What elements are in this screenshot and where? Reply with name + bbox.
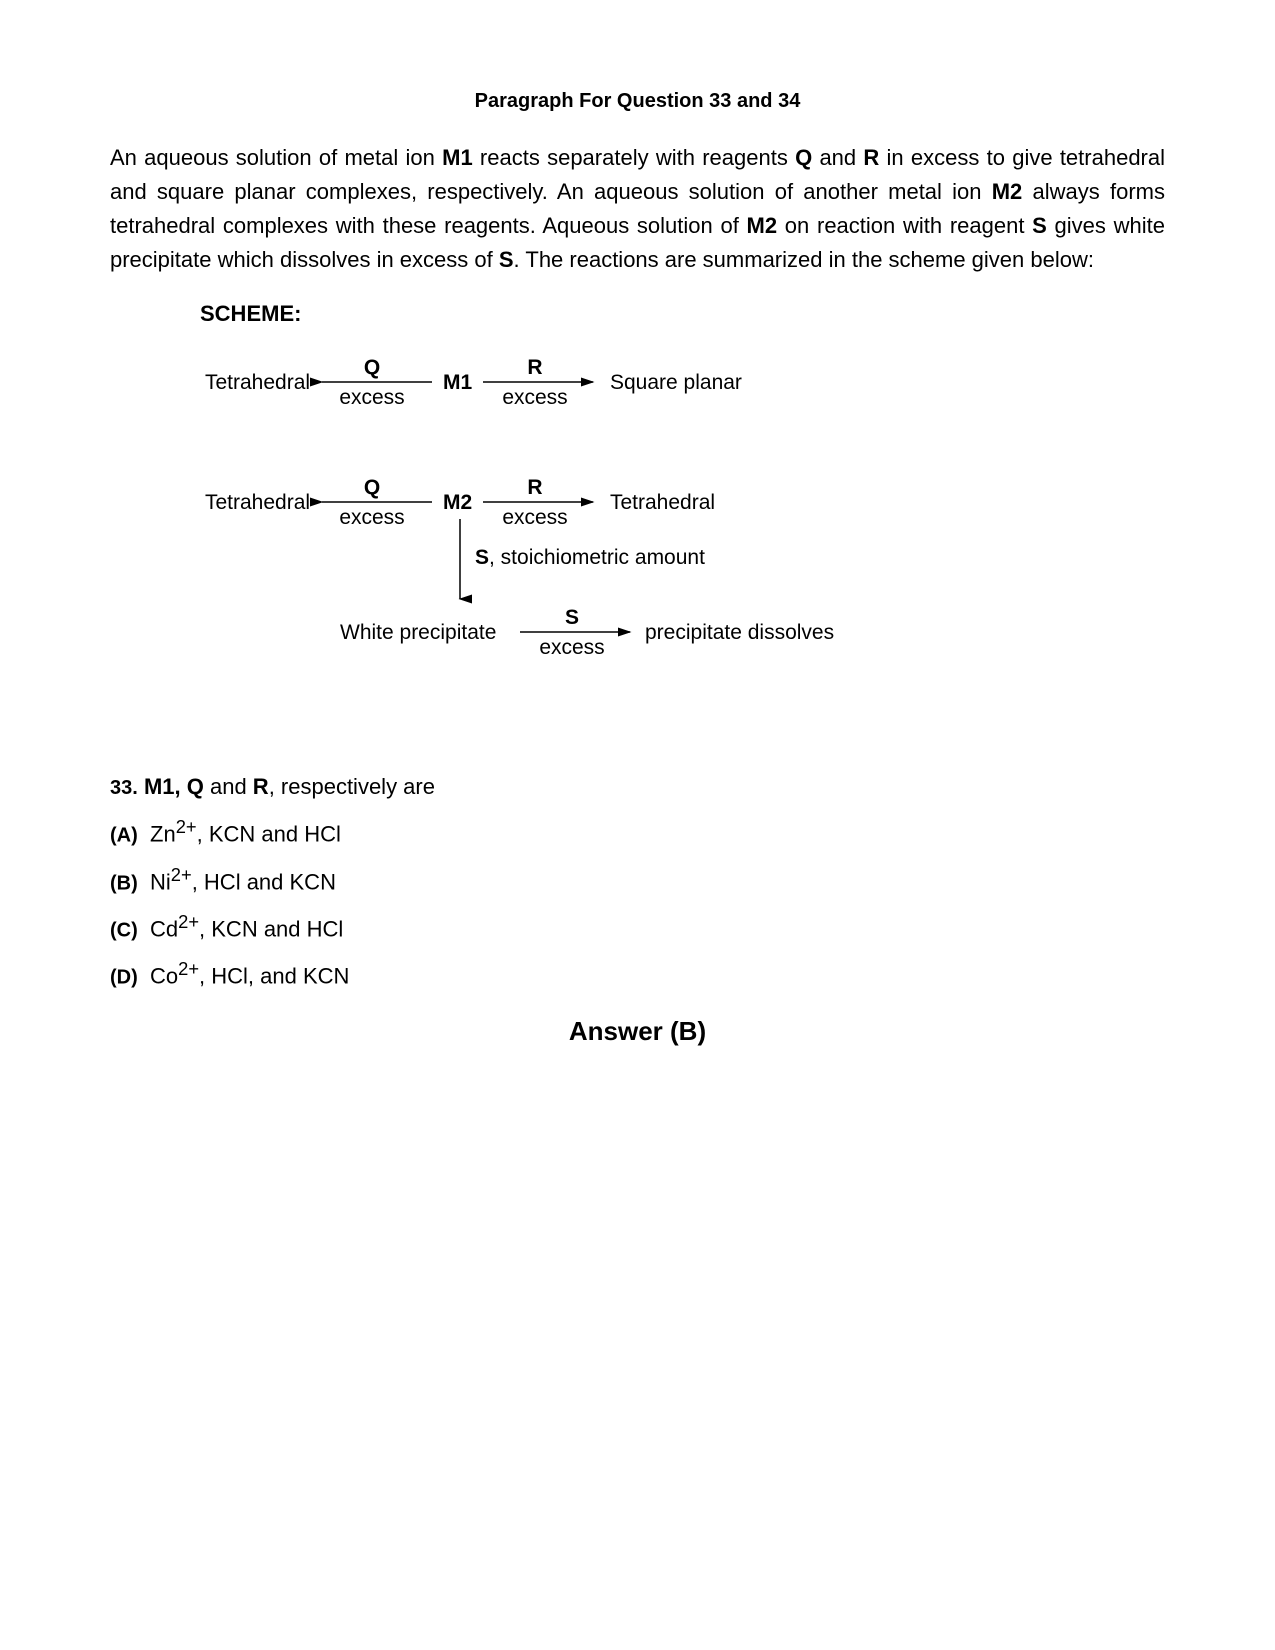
text: An aqueous solution of metal ion [110, 145, 442, 170]
label-s: S [1032, 213, 1047, 238]
label-m2: M2 [443, 491, 472, 514]
label-m1: M1 [443, 371, 472, 394]
label-q: Q [795, 145, 812, 170]
text: . The reactions are summarized in the sc… [514, 247, 1094, 272]
question-stem: 33. M1, Q and R, respectively are [110, 774, 1165, 800]
scheme-title: SCHEME: [200, 301, 1165, 327]
label-r: R [253, 774, 269, 799]
page: Paragraph For Question 33 and 34 An aque… [0, 0, 1275, 1107]
label-r: R [527, 356, 542, 379]
option-b: (B) Ni2+, HCl and KCN [110, 864, 1165, 895]
option-letter: (D) [110, 967, 138, 989]
label-s: S [565, 606, 579, 629]
label-tetrahedral: Tetrahedral [610, 491, 715, 514]
scheme-arrow-s: S, stoichiometric amount [460, 519, 705, 599]
scheme-diagram: Tetrahedral Q excess M1 R excess Square … [200, 339, 980, 699]
option-charge: 2+ [178, 958, 199, 979]
text: , respectively are [269, 774, 435, 799]
option-rest: , KCN and HCl [197, 822, 341, 847]
label-tetrahedral: Tetrahedral [205, 491, 310, 514]
question-number: 33. [110, 777, 138, 799]
label-q: Q [187, 774, 204, 799]
text: and [204, 774, 253, 799]
option-a: (A) Zn2+, KCN and HCl [110, 816, 1165, 847]
label-q: Q [364, 356, 380, 379]
label-m1: M1 [144, 774, 175, 799]
option-ion: Cd [150, 916, 178, 941]
label-r: R [527, 476, 542, 499]
option-d: (D) Co2+, HCl, and KCN [110, 958, 1165, 989]
label-s-stoich: S, stoichiometric amount [475, 546, 705, 569]
label-m2: M2 [992, 179, 1023, 204]
scheme-row-ppt: White precipitate S excess precipitate d… [340, 606, 834, 659]
label-s: S [499, 247, 514, 272]
label-m1: M1 [442, 145, 473, 170]
option-ion: Ni [150, 869, 171, 894]
option-ion: Zn [150, 822, 176, 847]
label-excess: excess [502, 386, 567, 409]
option-rest: , HCl, and KCN [199, 964, 349, 989]
option-letter: (C) [110, 919, 138, 941]
scheme: SCHEME: Tetrahedral Q excess M1 [200, 301, 1165, 704]
label-m2: M2 [747, 213, 778, 238]
option-c: (C) Cd2+, KCN and HCl [110, 911, 1165, 942]
intro-paragraph: An aqueous solution of metal ion M1 reac… [110, 141, 1165, 277]
text: and [812, 145, 863, 170]
answer: Answer (B) [110, 1016, 1165, 1047]
label-excess: excess [339, 506, 404, 529]
label-r: R [863, 145, 879, 170]
option-rest: , HCl and KCN [192, 869, 336, 894]
label-q: Q [364, 476, 380, 499]
label-white-ppt: White precipitate [340, 621, 496, 644]
label-excess: excess [339, 386, 404, 409]
option-letter: (B) [110, 872, 138, 894]
option-charge: 2+ [171, 864, 192, 885]
text: , [175, 774, 187, 799]
option-charge: 2+ [176, 816, 197, 837]
option-letter: (A) [110, 825, 138, 847]
option-charge: 2+ [178, 911, 199, 932]
paragraph-header: Paragraph For Question 33 and 34 [110, 90, 1165, 113]
label-excess: excess [539, 636, 604, 659]
scheme-row-m1: Tetrahedral Q excess M1 R excess Square … [205, 356, 742, 409]
label-tetrahedral: Tetrahedral [205, 371, 310, 394]
text: reacts separately with reagents [473, 145, 795, 170]
option-rest: , KCN and HCl [199, 916, 343, 941]
label-excess: excess [502, 506, 567, 529]
label-square-planar: Square planar [610, 371, 742, 394]
text: on reaction with reagent [777, 213, 1032, 238]
option-ion: Co [150, 964, 178, 989]
label-ppt-dissolves: precipitate dissolves [645, 621, 834, 644]
